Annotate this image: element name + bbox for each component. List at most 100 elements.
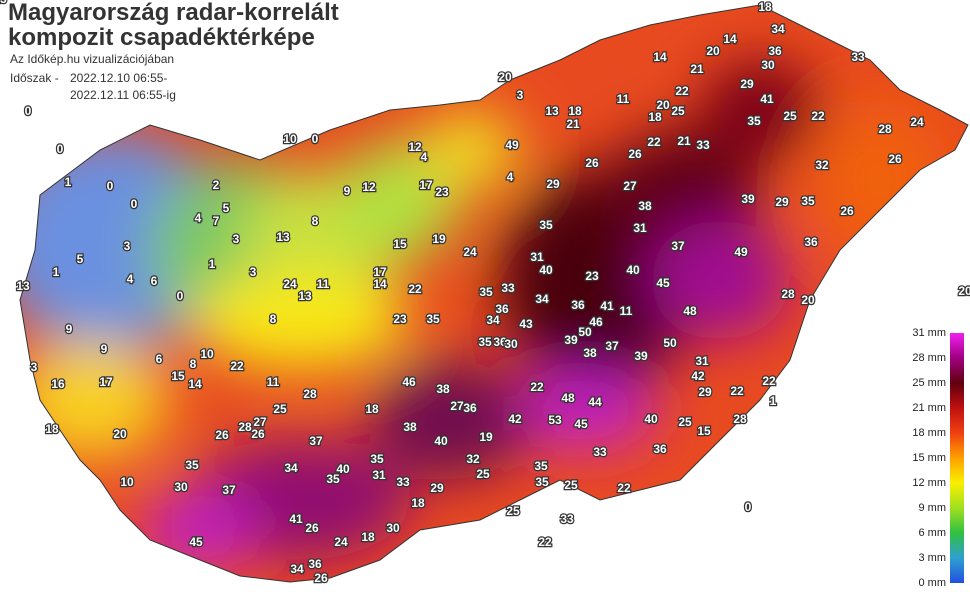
station-value: 36 (308, 557, 322, 571)
station-value: 18 (568, 104, 582, 118)
station-value: 4 (127, 272, 134, 286)
station-value: 22 (762, 374, 776, 388)
station-value: 42 (508, 412, 522, 426)
station-value: 35 (370, 452, 384, 466)
station-value: 15 (171, 369, 185, 383)
station-value: 53 (548, 413, 562, 427)
station-value: 45 (574, 417, 588, 431)
station-value: 21 (677, 134, 691, 148)
station-value: 31 (633, 221, 647, 235)
station-value: 27 (450, 399, 464, 413)
station-value: 19 (479, 430, 493, 444)
station-value: 26 (314, 571, 328, 585)
station-value: 0 (177, 289, 184, 303)
station-value: 34 (486, 313, 500, 327)
station-value: 50 (663, 336, 677, 350)
station-value: 26 (840, 204, 854, 218)
station-value: 34 (284, 461, 298, 475)
period-label: Időszak - (10, 71, 59, 85)
station-value: 27 (623, 179, 637, 193)
station-value: 31 (372, 468, 386, 482)
station-value: 38 (436, 382, 450, 396)
station-value: 25 (476, 467, 490, 481)
station-value: 36 (804, 235, 818, 249)
station-value: 35 (478, 335, 492, 349)
station-value: 45 (189, 535, 203, 549)
station-value: 26 (585, 156, 599, 170)
station-value: 4 (507, 170, 514, 184)
station-value: 13 (545, 104, 559, 118)
station-value: 38 (583, 346, 597, 360)
station-value: 9 (101, 342, 108, 356)
station-value: 20 (958, 284, 970, 298)
station-value: 20 (706, 44, 720, 58)
station-value: 40 (626, 263, 640, 277)
title: kompozit csapadéktérképe (8, 24, 315, 51)
station-value: 18 (411, 496, 425, 510)
station-value: 0 (107, 179, 114, 193)
station-value: 30 (386, 521, 400, 535)
station-value: 44 (588, 395, 602, 409)
station-value: 14 (373, 277, 387, 291)
station-value: 5 (77, 252, 84, 266)
station-value: 28 (878, 122, 892, 136)
station-value: 35 (479, 285, 493, 299)
station-value: 23 (393, 312, 407, 326)
station-value: 10 (120, 475, 134, 489)
station-value: 29 (546, 177, 560, 191)
station-value: 0 (131, 197, 138, 211)
legend-label: 9 mm (919, 502, 947, 514)
station-value: 17 (419, 178, 433, 192)
station-value: 34 (771, 22, 785, 36)
station-value: 33 (593, 445, 607, 459)
station-value: 25 (273, 402, 287, 416)
legend: 31 mm 28 mm 25 mm 21 mm 18 mm 15 mm 12 mm 9 mm 6… (912, 327, 946, 589)
station-value: 17 (99, 375, 113, 389)
station-value: 40 (539, 263, 553, 277)
station-value: 35 (534, 459, 548, 473)
station-value: 11 (617, 92, 630, 106)
legend-bar (950, 333, 964, 583)
station-value: 43 (519, 317, 533, 331)
station-value: 37 (671, 239, 685, 253)
station-value: 30 (174, 480, 188, 494)
station-value: 40 (336, 462, 350, 476)
station-value: 23 (435, 185, 449, 199)
station-value: 38 (638, 199, 652, 213)
station-value: 27 (253, 415, 267, 429)
station-value: 29 (775, 195, 789, 209)
station-value: 9 (66, 322, 73, 336)
station-value: 35 (326, 472, 340, 486)
station-value: 35 (535, 475, 549, 489)
station-value: 41 (289, 512, 303, 526)
station-value: 33 (696, 138, 710, 152)
station-value: 9 (344, 184, 351, 198)
station-value: 45 (656, 276, 670, 290)
station-value: 29 (740, 77, 754, 91)
station-value: 6 (156, 352, 163, 366)
station-value: 1 (209, 257, 216, 271)
station-value: 35 (185, 458, 199, 472)
station-value: 18 (758, 0, 772, 14)
station-value: 12 (408, 140, 422, 154)
station-value: 37 (309, 434, 323, 448)
station-value: 3 (124, 239, 131, 253)
station-value: 3 (31, 360, 38, 374)
station-value: 15 (393, 237, 407, 251)
station-value: 16 (51, 377, 65, 391)
station-value: 15 (697, 424, 711, 438)
legend-label: 31 mm (912, 327, 946, 339)
station-value: 4 (421, 150, 428, 164)
station-value: 24 (283, 277, 297, 291)
station-value: 1 (65, 175, 72, 189)
station-value: 36 (653, 442, 667, 456)
station-value: 13 (298, 289, 312, 303)
subtitle: Az Időkép.hu vizualizációjában (10, 52, 174, 66)
station-value: 3 (233, 232, 240, 246)
station-value: 23 (585, 269, 599, 283)
station-value: 20 (801, 293, 815, 307)
station-value: 25 (506, 504, 520, 518)
station-value: 41 (760, 92, 774, 106)
